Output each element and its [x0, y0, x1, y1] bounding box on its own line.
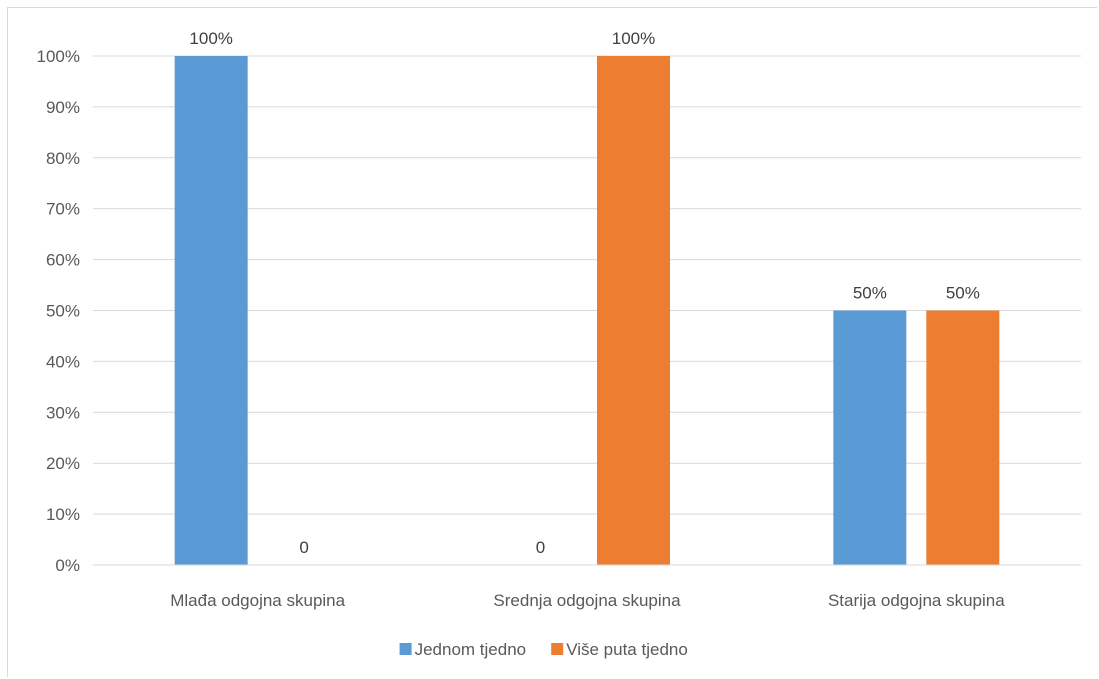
- data-label: 100%: [189, 29, 232, 48]
- bar: [833, 310, 907, 565]
- data-labels: 100% 0 0 100% 50% 50%: [189, 29, 979, 557]
- y-tick-label: 10%: [46, 505, 80, 524]
- bars: [174, 56, 1000, 565]
- data-label: 50%: [853, 284, 887, 303]
- y-tick-label: 80%: [46, 149, 80, 168]
- legend-swatch: [551, 643, 564, 655]
- data-label: 0: [299, 538, 308, 557]
- x-tick-label: Starija odgojna skupina: [828, 591, 1005, 610]
- y-tick-label: 0%: [55, 556, 80, 575]
- legend: Jednom tjedno Više puta tjedno: [399, 640, 688, 659]
- y-tick-label: 70%: [46, 200, 80, 219]
- legend-swatch: [399, 643, 412, 655]
- x-tick-label: Srednja odgojna skupina: [493, 591, 681, 610]
- bar: [597, 56, 670, 565]
- y-tick-label: 30%: [46, 403, 80, 422]
- legend-label: Jednom tjedno: [415, 640, 527, 659]
- x-axis-ticks: Mlađa odgojna skupina Srednja odgojna sku…: [170, 591, 1005, 610]
- bar: [174, 56, 248, 565]
- bar: [926, 310, 1000, 565]
- y-tick-label: 60%: [46, 251, 80, 270]
- gridlines: [93, 55, 1081, 515]
- data-label: 100%: [612, 29, 655, 48]
- y-tick-label: 50%: [46, 302, 80, 321]
- y-tick-label: 100%: [37, 47, 80, 66]
- y-tick-label: 20%: [46, 454, 80, 473]
- y-tick-label: 90%: [46, 98, 80, 117]
- chart-frame: [7, 7, 1097, 677]
- data-label: 0: [536, 538, 545, 557]
- y-tick-label: 40%: [46, 352, 80, 371]
- data-label: 50%: [946, 284, 980, 303]
- x-tick-label: Mlađa odgojna skupina: [170, 591, 345, 610]
- y-axis-ticks: 0% 10% 20% 30% 40% 50% 60% 70% 80% 90% 100%: [37, 47, 80, 575]
- legend-label: Više puta tjedno: [566, 640, 688, 659]
